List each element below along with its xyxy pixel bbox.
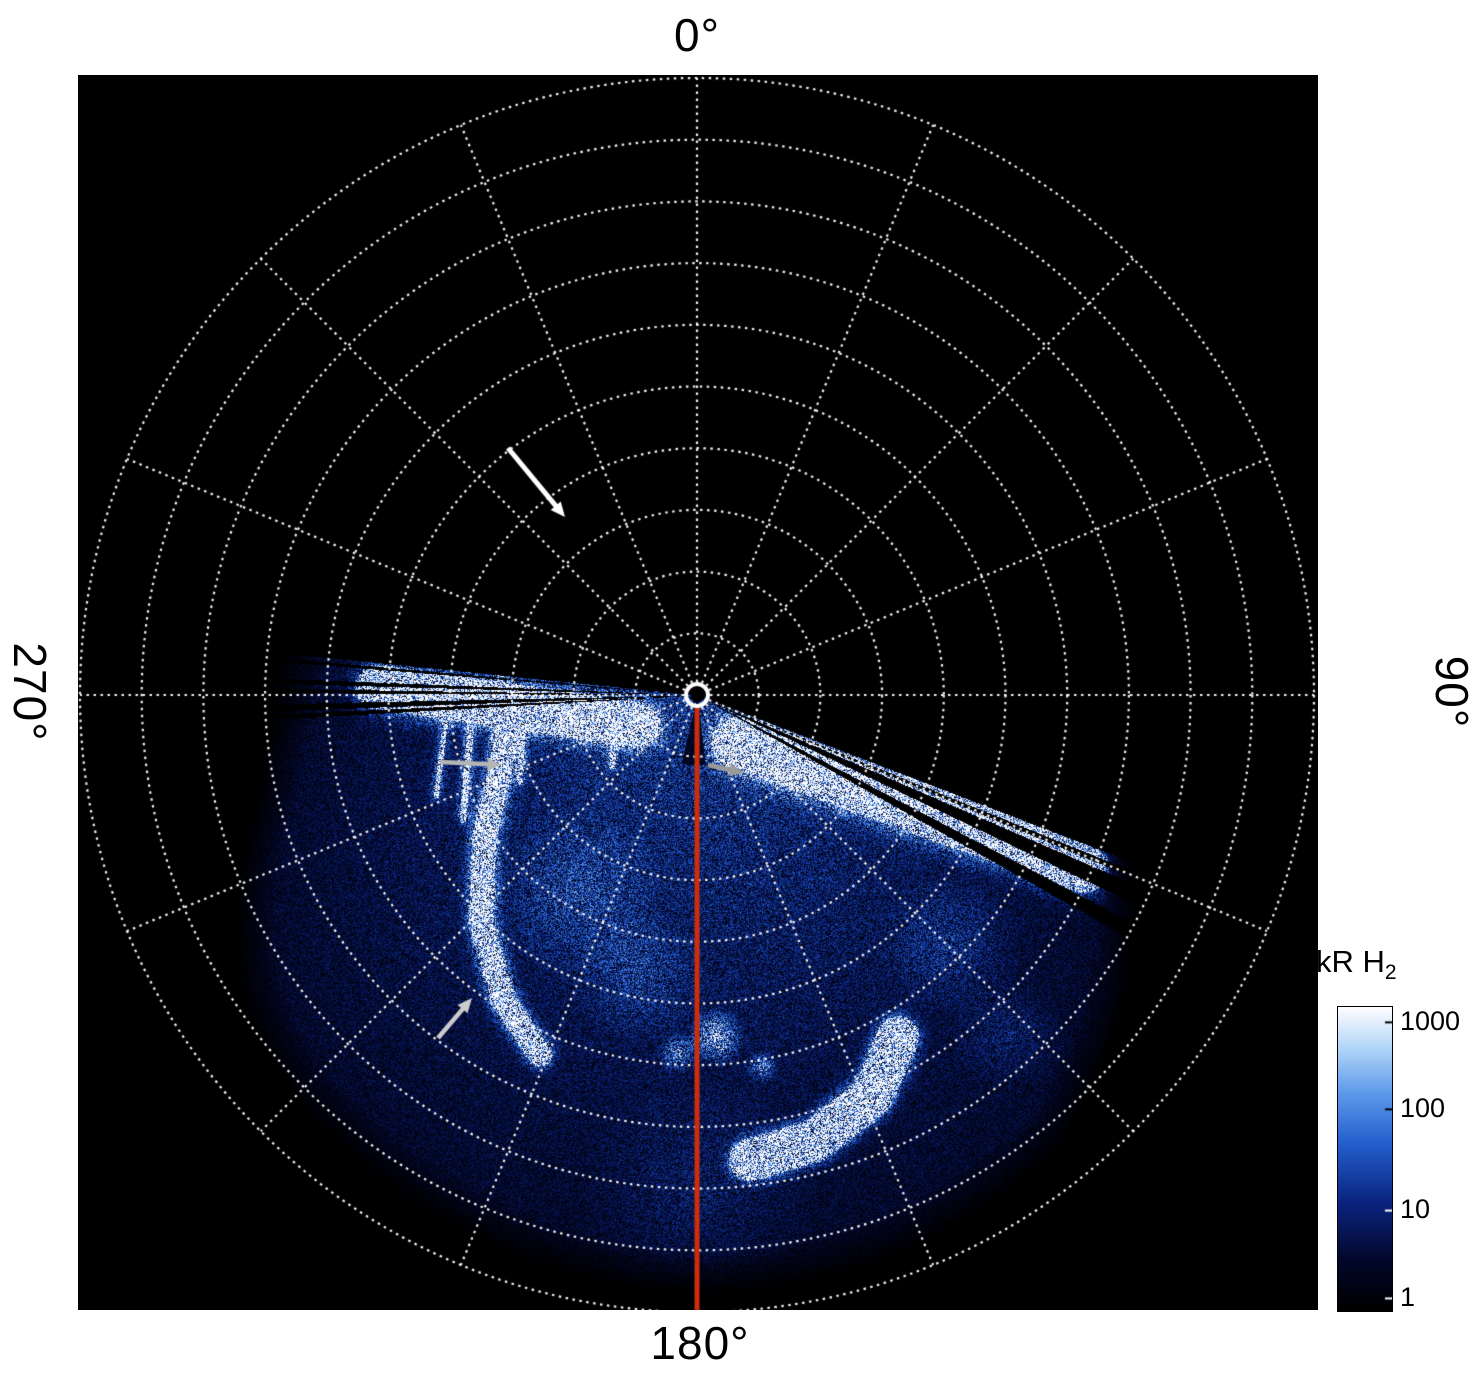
- colorbar-tick-10: 10: [1400, 1194, 1430, 1224]
- plot-area: [78, 75, 1318, 1310]
- angle-label-90: 90°: [1425, 656, 1479, 729]
- colorbar-title: kR H2: [1316, 944, 1397, 985]
- colorbar-title-text: kR H: [1316, 944, 1385, 979]
- angle-label-0: 0°: [674, 8, 720, 62]
- colorbar-tick-1: 1: [1400, 1282, 1415, 1312]
- colorbar-title-subscript: 2: [1385, 961, 1397, 984]
- figure: 0° 270° 90° 180° kR H2 1000 100 10 1: [0, 0, 1481, 1386]
- colorbar: [1337, 1006, 1393, 1312]
- angle-label-270: 270°: [3, 642, 57, 741]
- angle-label-180: 180°: [650, 1316, 749, 1370]
- aurora-polar-map: [78, 75, 1318, 1310]
- colorbar-tick-100: 100: [1400, 1093, 1445, 1123]
- colorbar-tick-1000: 1000: [1400, 1006, 1460, 1036]
